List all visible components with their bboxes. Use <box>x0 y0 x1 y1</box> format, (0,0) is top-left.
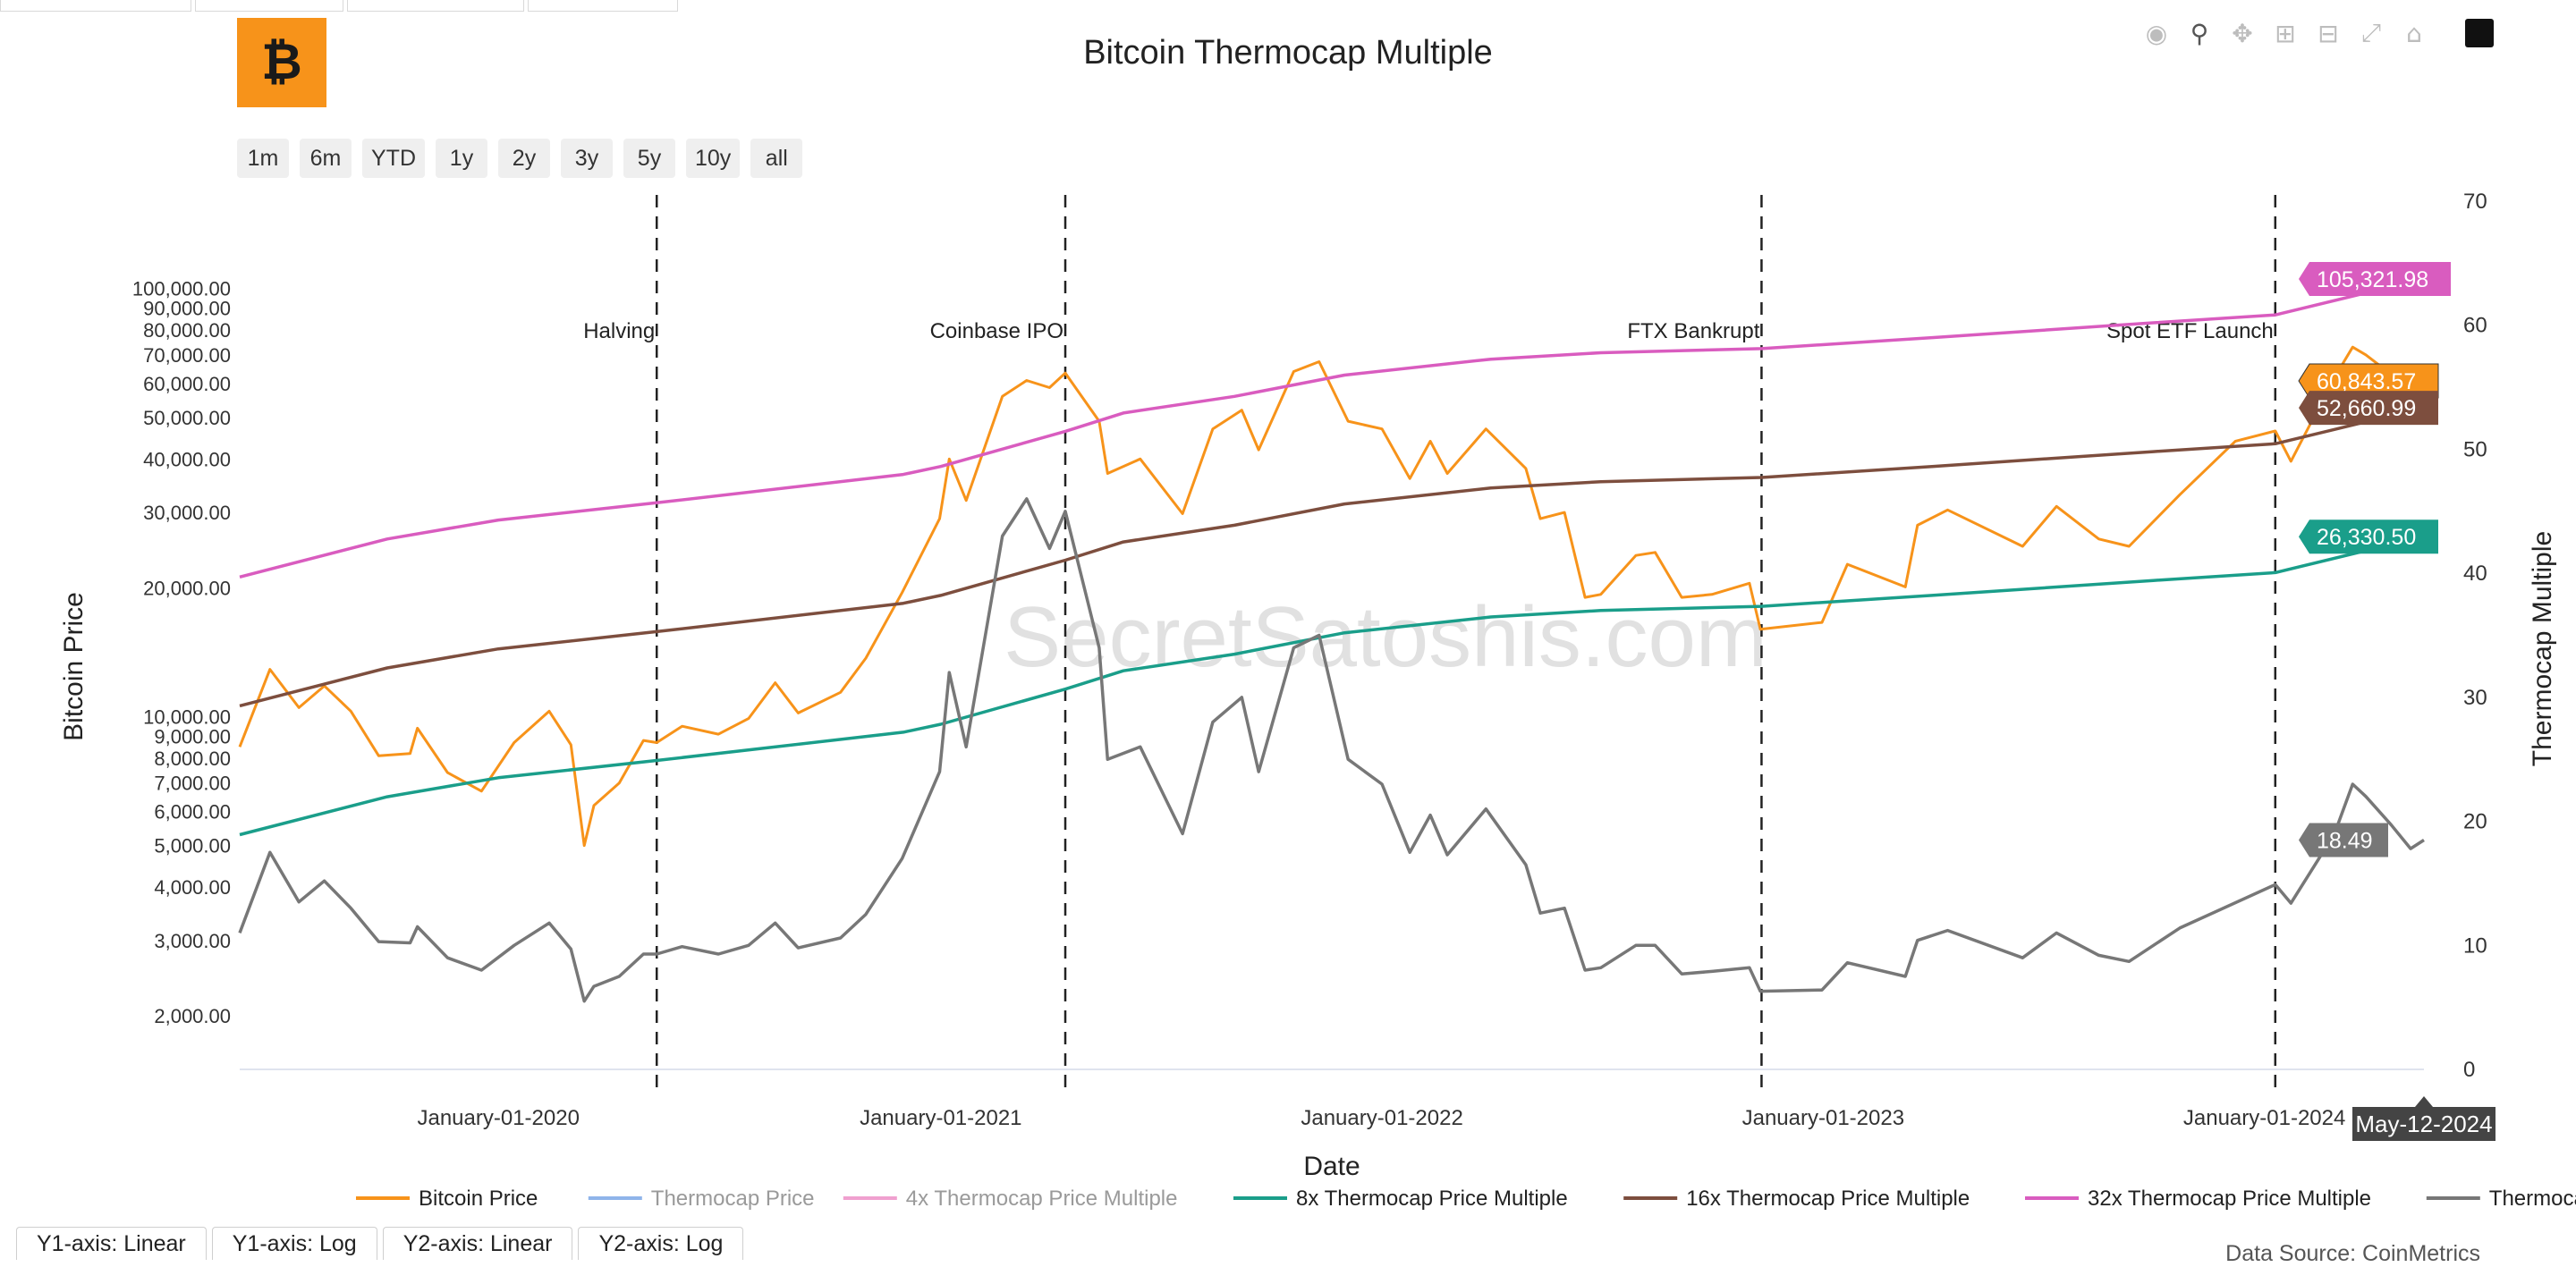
series-line <box>238 345 2426 848</box>
axis-tab[interactable]: Y2-axis: Log <box>578 1227 744 1260</box>
top-tab[interactable] <box>528 0 678 12</box>
pan-icon[interactable]: ✥ <box>2232 18 2253 48</box>
zoom-icon[interactable]: ⚲ <box>2190 18 2209 48</box>
y-tick-label: 20,000.00 <box>143 577 231 599</box>
range-button-all[interactable]: all <box>750 139 803 178</box>
range-button-10y[interactable]: 10y <box>686 139 741 178</box>
event-label: FTX Bankrupt <box>1627 319 1759 343</box>
y-tick-label: 7,000.00 <box>154 773 231 795</box>
top-tab[interactable] <box>0 0 191 12</box>
x-tick-label: January-01-2020 <box>417 1106 579 1130</box>
end-label: 105,321.98 <box>2317 267 2428 292</box>
y2-tick-label: 70 <box>2463 190 2487 214</box>
series-line <box>239 535 2425 837</box>
y-tick-label: 70,000.00 <box>143 344 231 367</box>
range-button-5y[interactable]: 5y <box>623 139 675 178</box>
top-tab-strip <box>0 0 716 13</box>
y-tick-label: 40,000.00 <box>143 448 231 470</box>
x-tick-label: January-01-2024 <box>2183 1106 2345 1130</box>
series-line <box>239 277 2425 579</box>
zoom-out-icon[interactable]: ⊟ <box>2318 18 2339 48</box>
axis-tab[interactable]: Y1-axis: Log <box>211 1227 377 1260</box>
y2-axis-title: Thermocap Multiple <box>2528 531 2557 766</box>
y-tick-label: 2,000.00 <box>154 1005 231 1027</box>
y-tick-label: 6,000.00 <box>154 801 231 824</box>
series-line <box>239 406 2425 708</box>
end-label-box <box>2299 519 2438 554</box>
axis-tab[interactable]: Y2-axis: Linear <box>382 1227 573 1260</box>
top-tab[interactable] <box>347 0 524 12</box>
legend-item[interactable]: Thermocap Price <box>651 1187 815 1211</box>
legend-item[interactable]: Bitcoin Price <box>419 1187 538 1211</box>
camera-icon[interactable]: ◉ <box>2145 18 2168 48</box>
y-tick-label: 10,000.00 <box>143 706 231 729</box>
y-tick-label: 9,000.00 <box>154 725 231 748</box>
x-axis-title: Date <box>1303 1152 1360 1181</box>
chart-title: Bitcoin Thermocap Multiple <box>1083 34 1493 72</box>
y-axis-title: Bitcoin Price <box>59 592 89 741</box>
legend-item[interactable]: 4x Thermocap Price Multiple <box>906 1187 1178 1211</box>
y-tick-label: 30,000.00 <box>143 502 231 524</box>
range-button-2y[interactable]: 2y <box>498 139 550 178</box>
x-tick-label: January-01-2021 <box>860 1106 1021 1130</box>
event-label: Halving <box>583 319 655 343</box>
y-tick-label: 50,000.00 <box>143 407 231 429</box>
axis-tab[interactable]: Y1-axis: Linear <box>16 1227 207 1260</box>
y2-tick-label: 20 <box>2463 810 2487 834</box>
end-label-box <box>2299 823 2388 857</box>
y2-tick-label: 10 <box>2463 933 2487 958</box>
top-tab[interactable] <box>195 0 343 12</box>
hover-date-box <box>2352 1096 2496 1141</box>
end-label-box <box>2299 261 2451 296</box>
legend-item[interactable]: 8x Thermocap Price Multiple <box>1296 1187 1568 1211</box>
legend-item[interactable]: Thermocap Multiple <box>2489 1187 2576 1211</box>
x-tick-label: January-01-2023 <box>1742 1106 1904 1130</box>
range-button-ytd[interactable]: YTD <box>362 139 425 178</box>
y2-tick-label: 50 <box>2463 437 2487 461</box>
end-label: 26,330.50 <box>2317 525 2416 550</box>
watermark: SecretSatoshis.com <box>1004 589 1767 685</box>
bitcoin-logo: ₿ <box>237 18 326 107</box>
reset-axes-icon[interactable]: ⌂ <box>2406 18 2422 48</box>
range-button-6m[interactable]: 6m <box>300 139 352 178</box>
y2-tick-label: 30 <box>2463 686 2487 710</box>
y-tick-label: 100,000.00 <box>132 278 231 300</box>
series-line <box>238 497 2425 1003</box>
y-tick-label: 80,000.00 <box>143 319 231 342</box>
x-tick-label: January-01-2022 <box>1301 1106 1462 1130</box>
y-tick-label: 5,000.00 <box>154 835 231 857</box>
y-tick-label: 8,000.00 <box>154 748 231 770</box>
end-label: 52,660.99 <box>2317 396 2416 421</box>
end-label: 60,843.57 <box>2317 369 2416 394</box>
data-source: Data Source: CoinMetrics <box>2225 1241 2480 1266</box>
y-tick-label: 90,000.00 <box>143 298 231 320</box>
legend-item[interactable]: 16x Thermocap Price Multiple <box>1686 1187 1970 1211</box>
y2-tick-label: 60 <box>2463 314 2487 338</box>
y2-tick-label: 0 <box>2463 1058 2475 1082</box>
axis-scale-tabs: Y1-axis: Linear Y1-axis: Log Y2-axis: Line… <box>16 1227 749 1260</box>
y-tick-label: 3,000.00 <box>154 930 231 952</box>
event-label: Coinbase IPO <box>930 319 1063 343</box>
autoscale-icon[interactable]: ⤢ <box>2360 18 2382 47</box>
y-tick-label: 4,000.00 <box>154 876 231 899</box>
range-selector: 1m 6m YTD 1y 2y 3y 5y 10y all <box>237 139 803 178</box>
bitcoin-glyph-icon: ₿ <box>261 33 302 91</box>
range-button-1y[interactable]: 1y <box>436 139 487 178</box>
modebar: ◉ ⚲ ✥ ⊞ ⊟ ⤢ ⌂ <box>2141 18 2494 48</box>
zoom-in-icon[interactable]: ⊞ <box>2275 18 2296 48</box>
hover-date-label: May-12-2024 <box>2355 1111 2492 1137</box>
end-label: 18.49 <box>2317 829 2373 854</box>
plotly-logo-icon[interactable] <box>2465 19 2494 47</box>
range-button-1m[interactable]: 1m <box>237 139 289 178</box>
y2-tick-label: 40 <box>2463 562 2487 586</box>
y-tick-label: 60,000.00 <box>143 373 231 395</box>
range-button-3y[interactable]: 3y <box>561 139 613 178</box>
end-label-box <box>2299 391 2438 426</box>
legend-item[interactable]: 32x Thermocap Price Multiple <box>2088 1187 2371 1211</box>
